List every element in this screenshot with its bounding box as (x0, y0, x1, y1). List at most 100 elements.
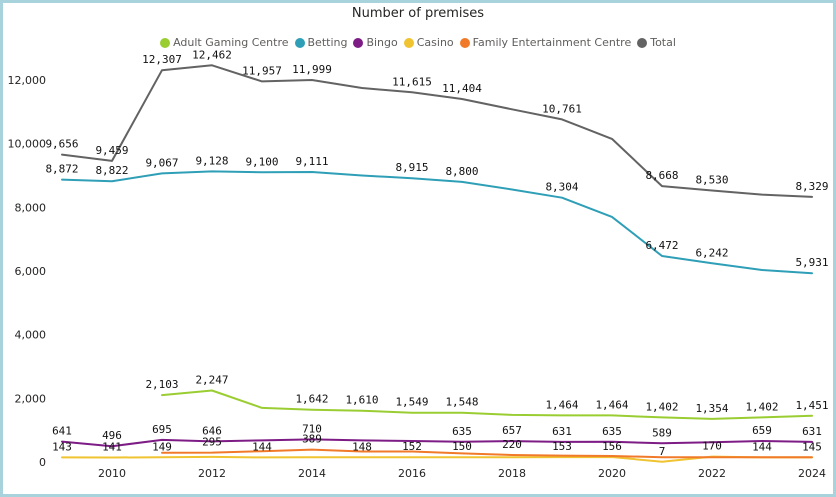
data-label-betting: 9,111 (295, 155, 328, 168)
x-tick-label: 2014 (298, 467, 326, 480)
legend-label: Family Entertainment Centre (472, 36, 632, 49)
data-label-total: 12,462 (192, 48, 232, 61)
y-tick-label: 0 (39, 456, 46, 469)
data-label-betting: 6,472 (645, 239, 678, 252)
data-label-family-entertainment-centre: 220 (502, 438, 522, 451)
x-tick-label: 2016 (398, 467, 426, 480)
data-label-bingo: 710 (302, 422, 322, 435)
legend-marker (160, 37, 171, 48)
data-label-casino: 153 (552, 440, 572, 453)
legend-item-adult-gaming-centre[interactable]: Adult Gaming Centre (160, 36, 289, 49)
data-label-casino: 149 (152, 440, 172, 453)
data-label-total: 11,404 (442, 82, 482, 95)
data-label-adult-gaming-centre: 2,103 (145, 378, 178, 391)
data-label-betting: 8,872 (45, 163, 78, 176)
x-tick-label: 2024 (798, 467, 826, 480)
data-label-bingo: 695 (152, 423, 172, 436)
data-label-casino: 144 (252, 440, 272, 453)
data-labels: 2,103 2,247 1,642 1,610 1,549 1,548 1,464 1,464… (45, 48, 828, 457)
data-label-adult-gaming-centre: 1,464 (545, 398, 578, 411)
data-label-total: 9,656 (45, 138, 78, 151)
legend-item-bingo[interactable]: Bingo (353, 36, 398, 49)
data-label-total: 8,530 (695, 173, 728, 186)
legend-marker (637, 37, 648, 48)
data-label-family-entertainment-centre: 295 (202, 436, 222, 449)
x-tick-label: 2018 (498, 467, 526, 480)
legend-label: Casino (416, 36, 454, 49)
data-label-family-entertainment-centre: 389 (302, 433, 322, 446)
legend-item-family-entertainment-centre[interactable]: Family Entertainment Centre (459, 36, 632, 49)
x-tick-label: 2022 (698, 467, 726, 480)
legend-item-casino[interactable]: Casino (403, 36, 454, 49)
series-line-total (61, 64, 813, 198)
data-label-casino: 141 (102, 441, 122, 454)
x-tick-label: 2012 (198, 467, 226, 480)
series-line-adult-gaming-centre (161, 389, 813, 420)
y-tick-label: 4,000 (15, 329, 47, 342)
data-label-adult-gaming-centre: 1,451 (795, 399, 828, 412)
data-label-total: 8,668 (645, 169, 678, 182)
data-label-casino: 152 (402, 440, 422, 453)
data-label-total: 11,999 (292, 63, 332, 76)
legend-label: Total (650, 36, 676, 49)
legend-marker (353, 37, 364, 48)
legend-item-total[interactable]: Total (637, 36, 676, 49)
data-label-adult-gaming-centre: 1,354 (695, 402, 728, 415)
data-label-adult-gaming-centre: 1,642 (295, 393, 328, 406)
data-label-bingo: 657 (502, 424, 522, 437)
legend-marker (403, 37, 414, 48)
data-label-bingo: 659 (752, 424, 772, 437)
legend-label: Betting (307, 36, 348, 49)
data-label-casino: 148 (352, 440, 372, 453)
x-tick-label: 2020 (598, 467, 626, 480)
data-label-casino: 156 (602, 440, 622, 453)
data-label-adult-gaming-centre: 2,247 (195, 373, 228, 386)
y-tick-label: 2,000 (15, 392, 47, 405)
data-label-adult-gaming-centre: 1,610 (345, 394, 378, 407)
data-label-total: 9,459 (95, 144, 128, 157)
data-label-betting: 6,242 (695, 246, 728, 259)
data-label-casino: 145 (802, 440, 822, 453)
data-label-casino: 144 (752, 440, 772, 453)
series-line-betting (61, 170, 813, 275)
x-axis: 2010 2012 2014 2016 2018 2020 2022 2024 (98, 467, 826, 480)
data-label-casino: 170 (702, 440, 722, 453)
legend-marker (459, 37, 470, 48)
data-label-total: 11,957 (242, 64, 282, 77)
data-label-betting: 9,128 (195, 154, 228, 167)
chart-title: Number of premises (351, 6, 485, 21)
data-label-betting: 9,100 (245, 155, 278, 168)
legend-label: Adult Gaming Centre (173, 36, 289, 49)
data-label-betting: 8,822 (95, 164, 128, 177)
data-label-adult-gaming-centre: 1,549 (395, 396, 428, 409)
data-label-adult-gaming-centre: 1,402 (645, 400, 678, 413)
legend-label: Bingo (366, 36, 398, 49)
data-label-bingo: 631 (552, 425, 572, 438)
data-label-casino: 7 (659, 445, 666, 458)
data-label-casino: 150 (452, 440, 472, 453)
y-tick-label: 6,000 (15, 265, 47, 278)
data-label-bingo: 635 (452, 425, 472, 438)
chart-legend: Adult Gaming Centre Betting Bingo Casino Fam… (0, 36, 836, 49)
data-label-total: 11,615 (392, 75, 432, 88)
series-lines (61, 64, 813, 463)
data-label-adult-gaming-centre: 1,548 (445, 396, 478, 409)
legend-marker (294, 37, 305, 48)
data-label-bingo: 635 (602, 425, 622, 438)
data-label-betting: 5,931 (795, 256, 828, 269)
data-label-adult-gaming-centre: 1,402 (745, 400, 778, 413)
x-tick-label: 2010 (98, 467, 126, 480)
y-axis: 0 2,000 4,000 6,000 8,000 10,000 12,000 (8, 74, 47, 469)
legend-item-betting[interactable]: Betting (294, 36, 348, 49)
series-line-family-entertainment-centre (161, 448, 813, 459)
y-tick-label: 10,000 (8, 138, 47, 151)
data-label-betting: 8,800 (445, 165, 478, 178)
data-label-bingo: 496 (102, 429, 122, 442)
data-label-bingo: 631 (802, 425, 822, 438)
data-label-adult-gaming-centre: 1,464 (595, 398, 628, 411)
data-label-bingo: 646 (202, 424, 222, 437)
series-line-bingo (61, 438, 813, 448)
data-label-bingo: 641 (52, 425, 72, 438)
